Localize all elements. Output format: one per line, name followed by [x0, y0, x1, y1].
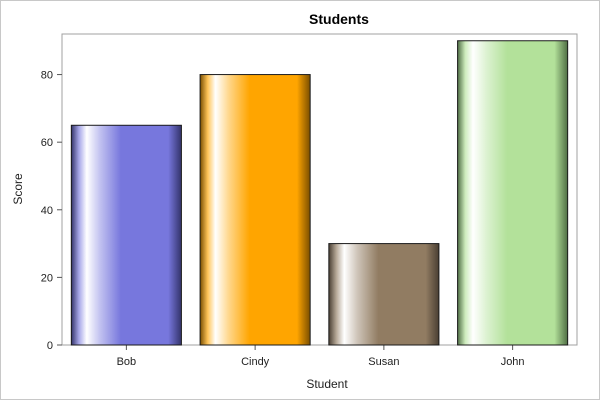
bar-john [457, 40, 569, 346]
y-tick-label: 40 [41, 205, 53, 217]
y-axis: 0 20 40 60 80 [41, 70, 62, 352]
x-tick-label: Susan [368, 356, 399, 368]
y-axis-label: Score [11, 173, 25, 205]
bar-susan [328, 243, 440, 346]
chart-title: Students [309, 11, 369, 27]
bar-bob [70, 124, 182, 346]
plot-area [61, 33, 578, 346]
x-tick-label: Cindy [241, 356, 270, 368]
y-tick-label: 80 [41, 70, 53, 82]
x-tick-label: Bob [117, 356, 137, 368]
x-axis: Bob Cindy Susan John [117, 345, 525, 368]
y-tick-label: 20 [41, 272, 53, 284]
bars [70, 40, 569, 346]
x-tick-label: John [501, 356, 525, 368]
y-tick-label: 0 [47, 340, 53, 352]
bar-cindy [199, 74, 311, 346]
x-axis-label: Student [306, 377, 348, 391]
y-tick-label: 60 [41, 137, 53, 149]
